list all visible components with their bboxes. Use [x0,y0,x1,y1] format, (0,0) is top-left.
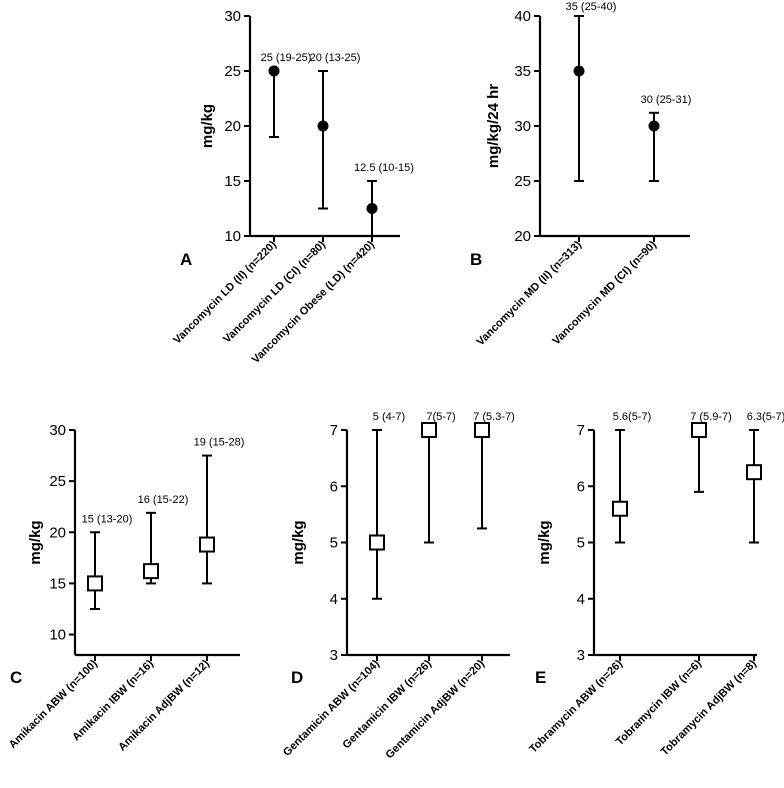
x-category-label: Tobramycin AdjBW (n=8) [659,658,760,759]
data-label: 16 (15-22) [138,494,189,506]
y-tick-label: 25 [49,473,66,490]
y-tick-label: 6 [577,478,585,495]
y-tick-label: 5 [330,535,338,552]
data-label: 5.6(5-7) [613,411,652,423]
panel-label: A [180,250,192,269]
data-point [87,575,103,592]
y-tick-label: 10 [224,228,241,245]
y-tick-label: 30 [224,8,241,25]
y-axis-title: mg/kg [536,520,553,564]
data-point [421,422,437,438]
y-tick-label: 3 [577,647,585,664]
panel-label: E [535,668,546,687]
y-tick-label: 20 [49,524,66,541]
data-label: 6.3(5-7) [747,411,784,423]
data-label: 12.5 (10-15) [354,162,414,174]
data-label: 7 (5.3-7) [473,411,515,423]
y-tick-label: 40 [514,8,531,25]
y-tick-label: 3 [330,647,338,664]
y-axis-title: mg/kg [199,104,216,148]
data-label: 7 (5.9-7) [690,411,732,423]
x-category-label: Gentamicin IBW (n=26) [341,658,435,752]
data-label: 7(5-7) [426,411,455,423]
y-axis-title: mg/kg/24 hr [485,84,502,168]
data-point [199,536,215,553]
data-point [317,120,329,132]
y-tick-label: 35 [514,63,531,80]
data-label: 15 (13-20) [82,513,133,525]
data-label: 5 (4-7) [373,411,405,423]
y-tick-label: 5 [577,535,585,552]
panel-label: C [10,668,22,687]
data-label: 19 (15-28) [194,437,245,449]
data-point [691,422,707,438]
y-tick-label: 7 [330,422,338,439]
x-category-label: Gentamicin AdjBW (n=20) [383,658,487,762]
y-tick-label: 25 [224,63,241,80]
data-point [143,563,159,580]
data-point [366,203,378,214]
data-label: 35 (25-40) [566,1,617,13]
y-tick-label: 15 [224,173,241,190]
y-axis-title: mg/kg [27,520,44,564]
y-tick-label: 7 [577,422,585,439]
y-tick-label: 30 [514,118,531,135]
data-point [474,422,490,438]
data-point [268,65,280,77]
data-point [612,500,628,517]
y-tick-label: 4 [330,591,338,608]
x-category-label: Vancomycin LD (CI) (n=80) [221,239,328,346]
y-tick-label: 15 [49,575,66,592]
panel-label: B [470,250,482,269]
panel-label: D [291,668,303,687]
y-tick-label: 25 [514,173,531,190]
y-tick-label: 20 [514,228,531,245]
data-label: 25 (19-25) [261,52,312,64]
data-label: 30 (25-31) [641,94,692,106]
data-point [573,65,585,77]
data-label: 20 (13-25) [310,52,361,64]
data-point [648,120,660,132]
data-point [746,464,762,481]
data-point [369,534,385,551]
y-axis-title: mg/kg [290,520,307,564]
x-category-label: Amikacin AdjBW (n=12) [116,658,212,754]
y-tick-label: 30 [49,422,66,439]
y-tick-label: 20 [224,118,241,135]
y-tick-label: 10 [49,627,66,644]
y-tick-label: 6 [330,478,338,495]
y-tick-label: 4 [577,591,585,608]
